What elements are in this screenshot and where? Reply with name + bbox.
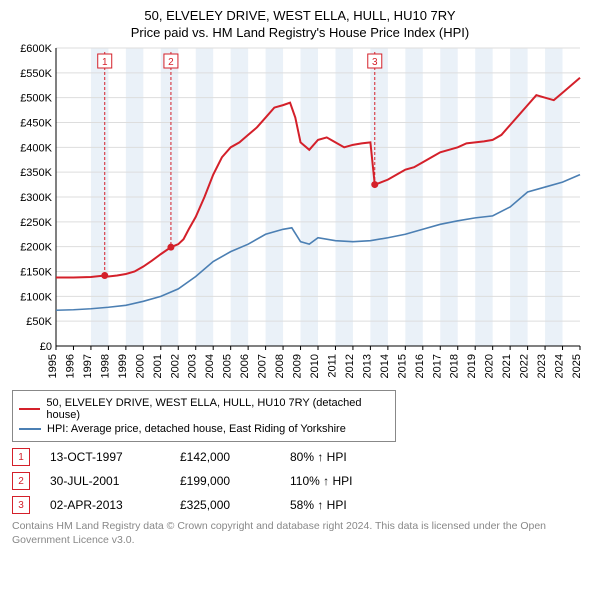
svg-text:£600K: £600K: [20, 43, 52, 55]
transaction-price: £142,000: [180, 450, 290, 464]
svg-text:£350K: £350K: [20, 167, 52, 179]
svg-text:1998: 1998: [99, 354, 111, 378]
svg-text:2010: 2010: [309, 354, 321, 378]
transaction-date: 02-APR-2013: [50, 498, 180, 512]
svg-text:£150K: £150K: [20, 267, 52, 279]
transaction-date: 13-OCT-1997: [50, 450, 180, 464]
svg-text:3: 3: [372, 57, 378, 68]
svg-text:2004: 2004: [204, 354, 216, 378]
transaction-row: 2 30-JUL-2001£199,000110% ↑ HPI: [12, 472, 588, 490]
svg-text:£500K: £500K: [20, 93, 52, 105]
svg-text:£550K: £550K: [20, 68, 52, 80]
svg-text:1997: 1997: [82, 354, 94, 378]
transaction-hpi: 110% ↑ HPI: [290, 474, 390, 488]
transaction-hpi: 58% ↑ HPI: [290, 498, 390, 512]
svg-text:2: 2: [168, 57, 174, 68]
svg-text:2003: 2003: [187, 354, 199, 378]
svg-text:2007: 2007: [257, 354, 269, 378]
legend-row: 50, ELVELEY DRIVE, WEST ELLA, HULL, HU10…: [19, 397, 389, 421]
svg-text:£450K: £450K: [20, 118, 52, 130]
svg-text:£250K: £250K: [20, 217, 52, 229]
transaction-hpi: 80% ↑ HPI: [290, 450, 390, 464]
svg-text:2008: 2008: [274, 354, 286, 378]
svg-text:£400K: £400K: [20, 142, 52, 154]
transactions-table: 1 13-OCT-1997£142,00080% ↑ HPI 2 30-JUL-200…: [12, 448, 588, 514]
svg-text:2011: 2011: [326, 354, 338, 378]
transaction-price: £325,000: [180, 498, 290, 512]
legend-label: HPI: Average price, detached house, East…: [47, 423, 346, 435]
svg-text:2020: 2020: [484, 354, 496, 378]
chart: £0 £50K £100K £150K £200K £250K £300K £350K £400…: [10, 42, 590, 382]
transaction-date: 30-JUL-2001: [50, 474, 180, 488]
svg-text:2016: 2016: [414, 354, 426, 378]
svg-text:2012: 2012: [344, 354, 356, 378]
svg-text:2005: 2005: [222, 354, 234, 378]
svg-text:2019: 2019: [466, 354, 478, 378]
svg-text:2023: 2023: [536, 354, 548, 378]
legend-swatch: [19, 428, 41, 430]
page: 50, ELVELEY DRIVE, WEST ELLA, HULL, HU10…: [0, 0, 600, 547]
svg-text:£50K: £50K: [26, 316, 52, 328]
svg-text:2009: 2009: [292, 354, 304, 378]
svg-text:2018: 2018: [449, 354, 461, 378]
title-address: 50, ELVELEY DRIVE, WEST ELLA, HULL, HU10…: [4, 8, 596, 23]
svg-text:2021: 2021: [501, 354, 513, 378]
title-block: 50, ELVELEY DRIVE, WEST ELLA, HULL, HU10…: [0, 0, 600, 42]
svg-text:2013: 2013: [361, 354, 373, 378]
legend-label: 50, ELVELEY DRIVE, WEST ELLA, HULL, HU10…: [46, 397, 389, 421]
svg-text:2000: 2000: [134, 354, 146, 378]
svg-text:2025: 2025: [571, 354, 583, 378]
transaction-row: 3 02-APR-2013£325,00058% ↑ HPI: [12, 496, 588, 514]
legend-swatch: [19, 408, 40, 410]
transaction-marker: 3: [12, 496, 30, 514]
transaction-marker: 2: [12, 472, 30, 490]
svg-text:2014: 2014: [379, 354, 391, 378]
svg-text:2022: 2022: [519, 354, 531, 378]
svg-text:£200K: £200K: [20, 242, 52, 254]
svg-text:£0: £0: [40, 341, 52, 353]
transaction-marker: 1: [12, 448, 30, 466]
svg-text:1996: 1996: [64, 354, 76, 378]
svg-text:1: 1: [102, 57, 108, 68]
svg-text:1995: 1995: [47, 354, 59, 378]
svg-text:£100K: £100K: [20, 291, 52, 303]
legend: 50, ELVELEY DRIVE, WEST ELLA, HULL, HU10…: [12, 390, 396, 442]
chart-svg: £0 £50K £100K £150K £200K £250K £300K £350K £400…: [10, 42, 590, 382]
svg-text:1999: 1999: [117, 354, 129, 378]
title-subtitle: Price paid vs. HM Land Registry's House …: [4, 25, 596, 40]
svg-text:2024: 2024: [554, 354, 566, 378]
footnote: Contains HM Land Registry data © Crown c…: [12, 520, 588, 547]
svg-text:£300K: £300K: [20, 192, 52, 204]
svg-text:2017: 2017: [431, 354, 443, 378]
transaction-row: 1 13-OCT-1997£142,00080% ↑ HPI: [12, 448, 588, 466]
legend-row: HPI: Average price, detached house, East…: [19, 423, 389, 435]
svg-text:2006: 2006: [239, 354, 251, 378]
transaction-price: £199,000: [180, 474, 290, 488]
svg-text:2001: 2001: [152, 354, 164, 378]
svg-text:2002: 2002: [169, 354, 181, 378]
svg-text:2015: 2015: [396, 354, 408, 378]
